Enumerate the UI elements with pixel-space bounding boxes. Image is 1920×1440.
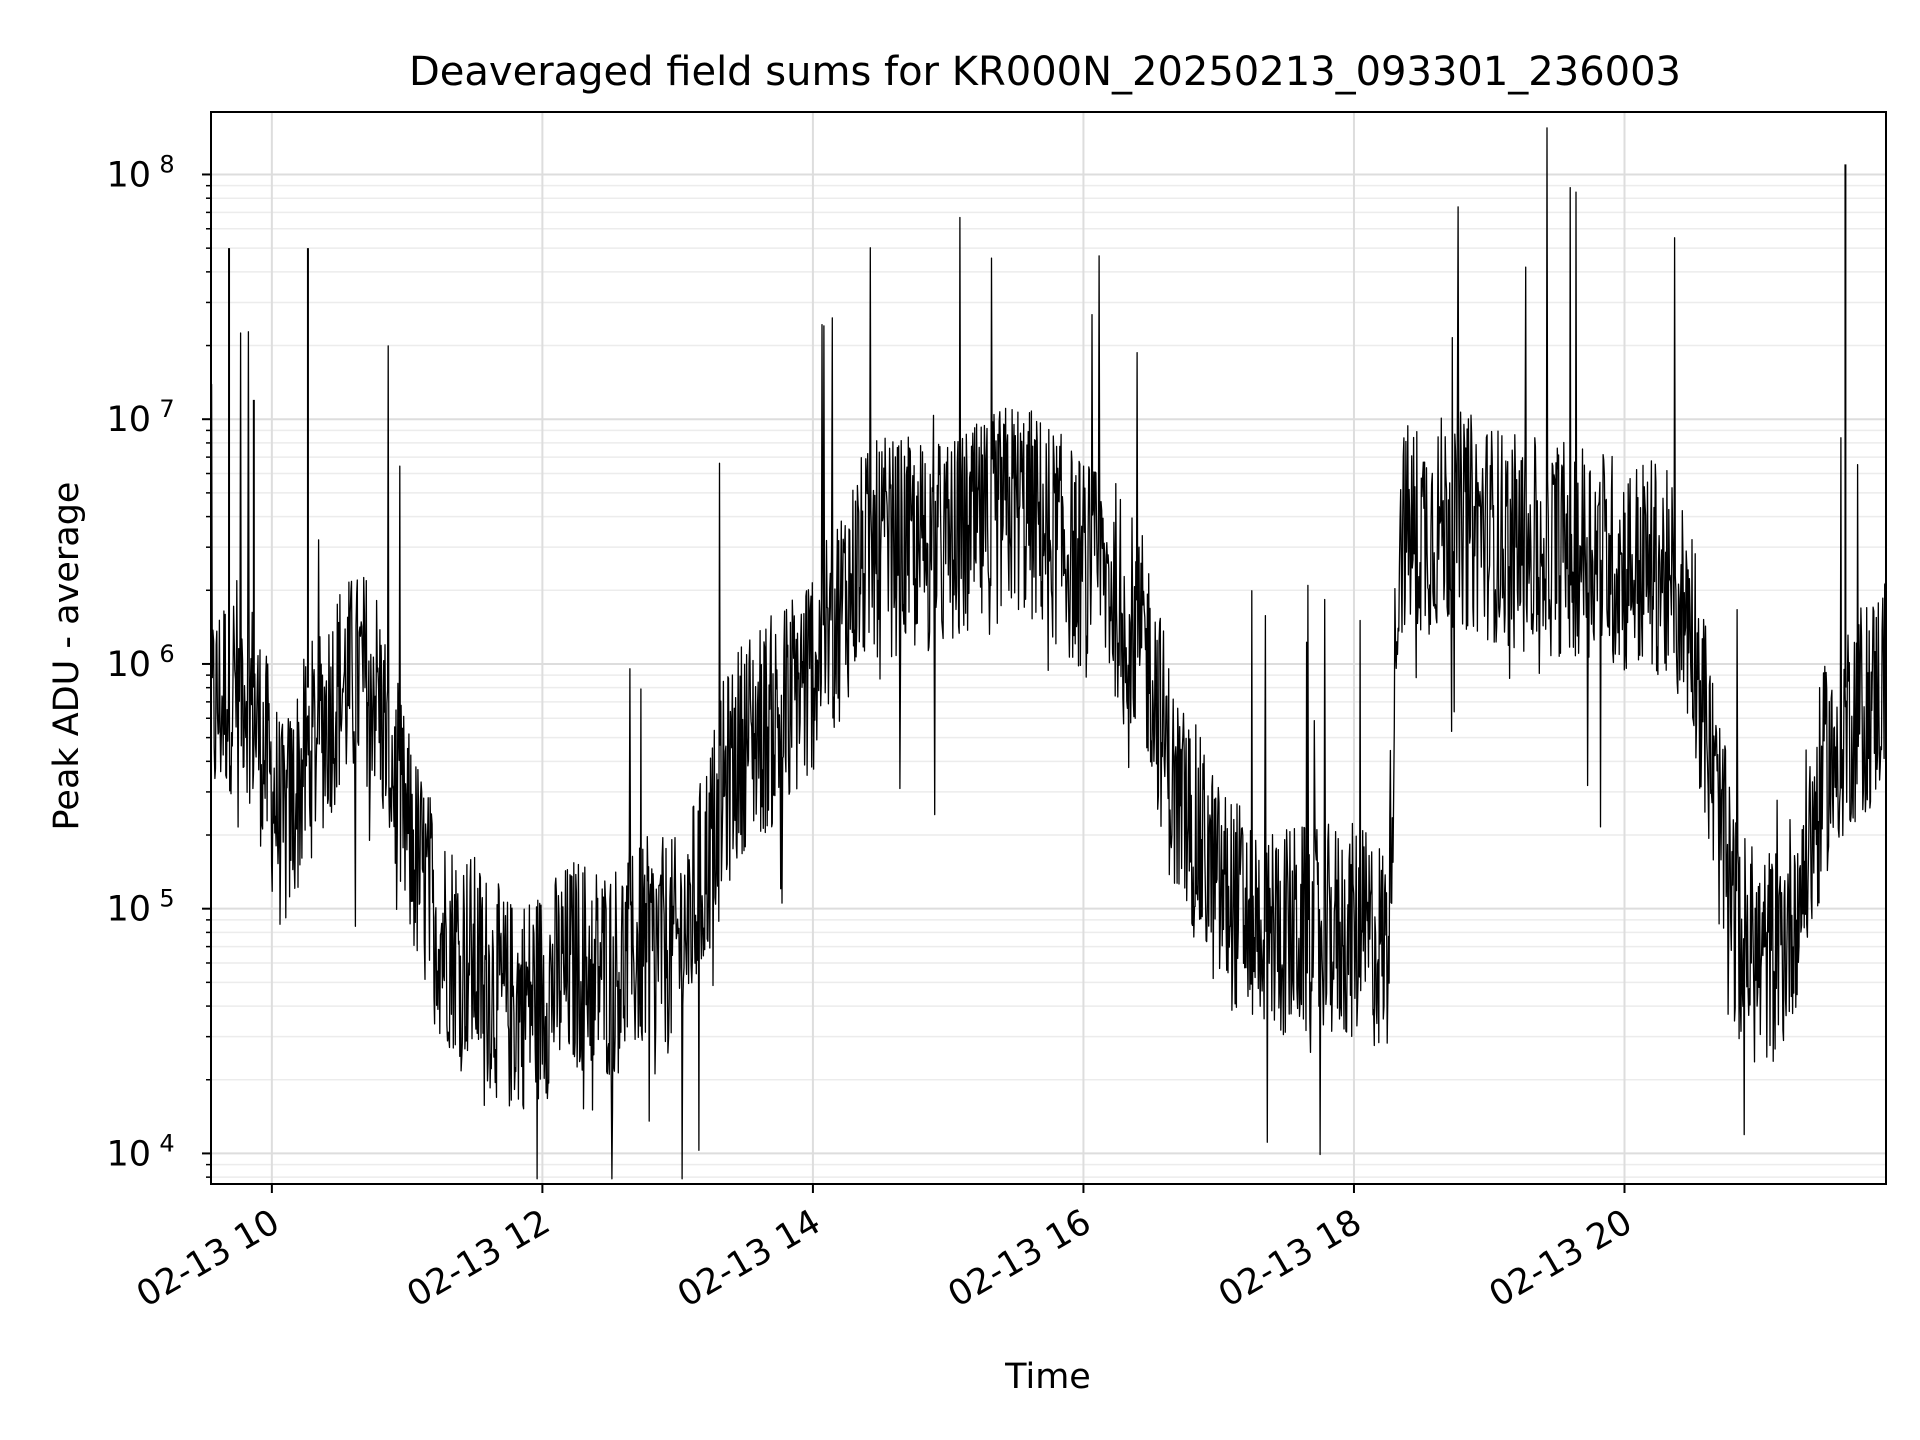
y-tick-label: 10: [106, 155, 151, 195]
y-tick-exponent: 8: [159, 150, 174, 178]
y-tick-exponent: 4: [159, 1129, 174, 1157]
x-axis-label: Time: [1004, 1357, 1091, 1397]
y-tick-label: 10: [106, 890, 151, 930]
y-tick-base: 10: [106, 400, 151, 440]
chart-title: Deaveraged field sums for KR000N_2025021…: [409, 49, 1681, 95]
y-tick-base: 10: [106, 645, 151, 685]
y-tick-exponent: 7: [159, 395, 174, 423]
series-path: [210, 127, 1887, 1180]
y-tick-base: 10: [106, 155, 151, 195]
y-tick-label: 10: [106, 1134, 151, 1174]
y-axis-label: Peak ADU - average: [47, 482, 87, 831]
plot-frame: [210, 111, 1887, 1185]
y-tick-base: 10: [106, 890, 151, 930]
y-tick-base: 10: [106, 1134, 151, 1174]
y-axis: 10 4 10 5 10 6 10 7 10 8: [106, 150, 211, 1178]
y-tick-label: 10: [106, 645, 151, 685]
series-line: [210, 127, 1887, 1180]
y-tick-exponent: 5: [159, 885, 174, 913]
y-tick-exponent: 6: [159, 640, 174, 668]
y-tick-label: 10: [106, 400, 151, 440]
